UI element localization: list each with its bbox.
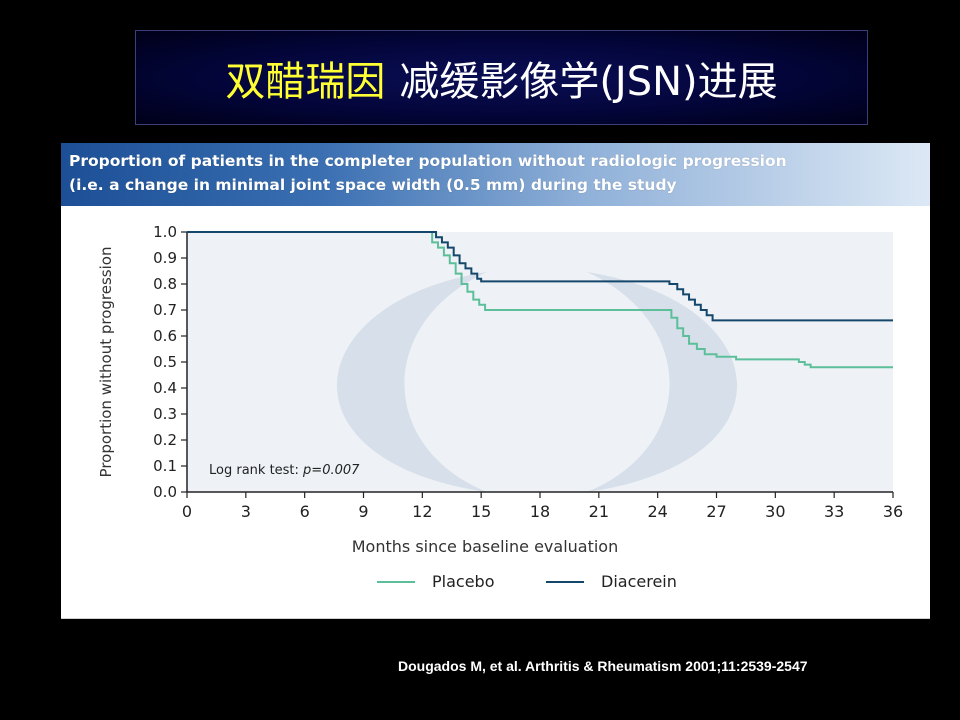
x-axis-label: Months since baseline evaluation (352, 537, 618, 556)
chart-caption-line-1: Proportion of patients in the completer … (69, 152, 787, 170)
series-line-diacerein (187, 231, 893, 322)
y-tick-label: 0.1 (153, 457, 177, 475)
log-rank-label: Log rank test: (209, 463, 303, 478)
legend-label-placebo: Placebo (432, 572, 494, 591)
citation: Dougados M, et al. Arthritis & Rheumatis… (398, 658, 808, 674)
chart-figure: Proportion of patients in the completer … (61, 143, 930, 619)
legend-label-diacerein: Diacerein (601, 572, 677, 591)
x-tick-label: 27 (706, 502, 726, 521)
log-rank-annotation: Log rank test: p=0.007 (209, 463, 360, 478)
series-line-placebo (187, 231, 893, 369)
y-tick-label: 0.2 (153, 431, 177, 449)
x-tick-label: 21 (589, 502, 609, 521)
y-tick-label: 0.8 (153, 275, 177, 293)
x-tick-label: 30 (765, 502, 785, 521)
x-tick-label: 9 (358, 502, 368, 521)
watermark-crescent-left (336, 272, 487, 492)
y-tick-label: 0.7 (153, 301, 177, 319)
x-tick-label: 15 (471, 502, 491, 521)
y-axis-label: Proportion without progression (97, 247, 115, 478)
y-tick-label: 0.5 (153, 353, 177, 371)
chart-caption-line-2: (i.e. a change in minimal joint space wi… (69, 176, 677, 194)
title-rest: 减缓影像学(JSN)进展 (399, 58, 778, 105)
x-tick-label: 36 (883, 502, 903, 521)
x-tick-label: 6 (300, 502, 310, 521)
y-tick-label: 0.6 (153, 327, 177, 345)
log-rank-p-value: p=0.007 (302, 463, 360, 478)
y-tick-label: 0.0 (153, 483, 177, 501)
y-tick-label: 0.3 (153, 405, 177, 423)
plot-background (187, 232, 893, 492)
x-tick-label: 3 (241, 502, 251, 521)
x-tick-label: 18 (530, 502, 550, 521)
x-tick-label: 0 (182, 502, 192, 521)
x-tick-label: 24 (647, 502, 667, 521)
chart-caption: Proportion of patients in the completer … (69, 149, 919, 197)
caption-band: Proportion of patients in the completer … (61, 143, 930, 206)
x-tick-label: 12 (412, 502, 432, 521)
slide-title: 双醋瑞因 减缓影像学(JSN)进展 (135, 30, 868, 125)
y-tick-label: 0.9 (153, 249, 177, 267)
x-tick-label: 33 (824, 502, 844, 521)
watermark-crescent-right (587, 272, 738, 492)
y-tick-label: 0.4 (153, 379, 177, 397)
title-highlight: 双醋瑞因 (225, 58, 386, 105)
chart-svg: 0.00.10.20.30.40.50.60.70.80.91.00 3 6 9 12 1… (97, 223, 903, 591)
y-tick-label: 1.0 (153, 223, 177, 241)
